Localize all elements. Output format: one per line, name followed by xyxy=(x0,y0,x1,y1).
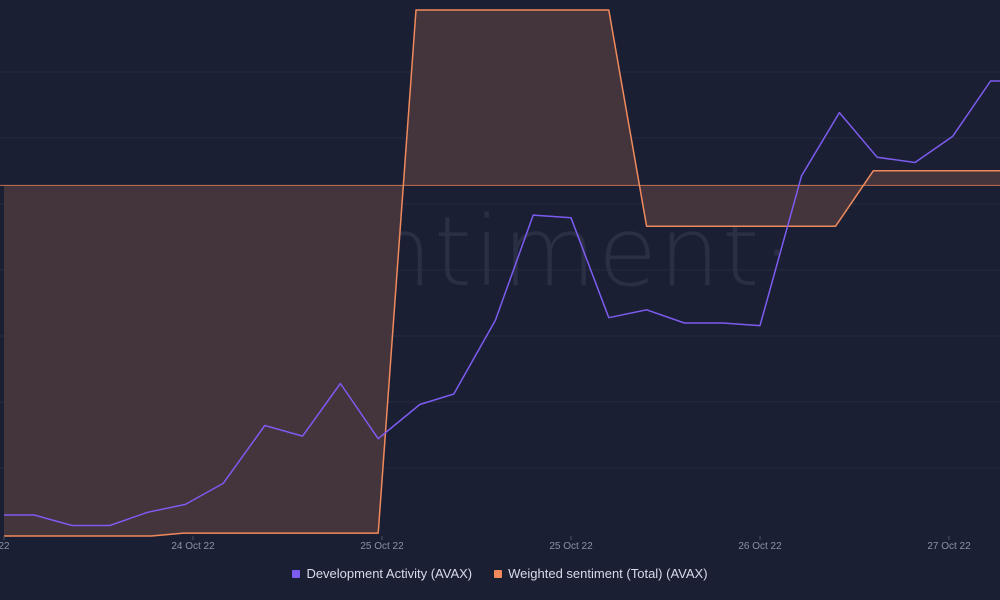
development-activity-point-26 xyxy=(989,79,993,83)
x-tick-label-2: 25 Oct 22 xyxy=(360,541,404,552)
weighted-sentiment-point-4 xyxy=(414,8,418,12)
x-tick-label-1: 24 Oct 22 xyxy=(171,541,215,552)
x-tick-label-4: 26 Oct 22 xyxy=(738,541,782,552)
weighted-sentiment-point-7 xyxy=(834,224,838,228)
development-activity-point-17 xyxy=(645,308,649,312)
development-activity-point-19 xyxy=(720,321,724,325)
x-axis: 22 24 Oct 22 25 Oct 22 25 Oct 22 26 Oct 22 27… xyxy=(0,536,971,552)
legend-item-development-activity[interactable]: Development Activity (AVAX) xyxy=(292,566,472,581)
legend-label-weighted-sentiment: Weighted sentiment (Total) (AVAX) xyxy=(508,566,708,581)
development-activity-point-8 xyxy=(301,434,305,438)
development-activity-point-2 xyxy=(70,524,74,528)
development-activity-point-22 xyxy=(837,111,841,115)
development-activity-series xyxy=(2,79,1000,528)
development-activity-point-7 xyxy=(263,424,267,428)
development-activity-point-20 xyxy=(758,324,762,328)
legend: Development Activity (AVAX) Weighted sen… xyxy=(0,566,1000,581)
development-activity-point-23 xyxy=(875,155,879,159)
weighted-sentiment-point-5 xyxy=(607,8,611,12)
weighted-sentiment-point-1 xyxy=(149,534,153,538)
weighted-sentiment-point-3 xyxy=(376,531,380,535)
legend-label-development-activity: Development Activity (AVAX) xyxy=(306,566,473,581)
development-activity-point-11 xyxy=(418,403,422,407)
development-activity-point-5 xyxy=(183,502,187,506)
legend-swatch-development-activity xyxy=(292,569,301,578)
development-activity-point-0 xyxy=(2,513,6,517)
legend-swatch-weighted-sentiment xyxy=(494,569,503,578)
development-activity-point-1 xyxy=(32,513,36,517)
development-activity-point-4 xyxy=(146,510,150,514)
development-activity-point-16 xyxy=(607,316,611,320)
weighted-sentiment-area xyxy=(4,10,1000,536)
weighted-sentiment-line xyxy=(4,9,1000,537)
weighted-sentiment-point-6 xyxy=(645,224,649,228)
weighted-sentiment-series xyxy=(0,8,1000,538)
x-tick-label-3: 25 Oct 22 xyxy=(549,541,593,552)
development-activity-point-21 xyxy=(800,174,804,178)
development-activity-line xyxy=(4,80,1000,527)
development-activity-point-24 xyxy=(913,161,917,165)
development-activity-point-25 xyxy=(951,134,955,138)
x-tick-label-5: 27 Oct 22 xyxy=(927,541,971,552)
weighted-sentiment-point-8 xyxy=(871,169,875,173)
development-activity-point-14 xyxy=(531,213,535,217)
legend-item-weighted-sentiment[interactable]: Weighted sentiment (Total) (AVAX) xyxy=(494,566,708,581)
x-tick-label-0: 22 xyxy=(0,541,10,552)
development-activity-point-12 xyxy=(452,392,456,396)
development-activity-point-9 xyxy=(338,382,342,386)
development-activity-point-10 xyxy=(376,437,380,441)
development-activity-point-3 xyxy=(108,524,112,528)
weighted-sentiment-point-2 xyxy=(182,531,186,535)
development-activity-point-6 xyxy=(221,481,225,485)
development-activity-point-15 xyxy=(569,216,573,220)
development-activity-point-18 xyxy=(682,321,686,325)
development-activity-point-13 xyxy=(493,318,497,322)
